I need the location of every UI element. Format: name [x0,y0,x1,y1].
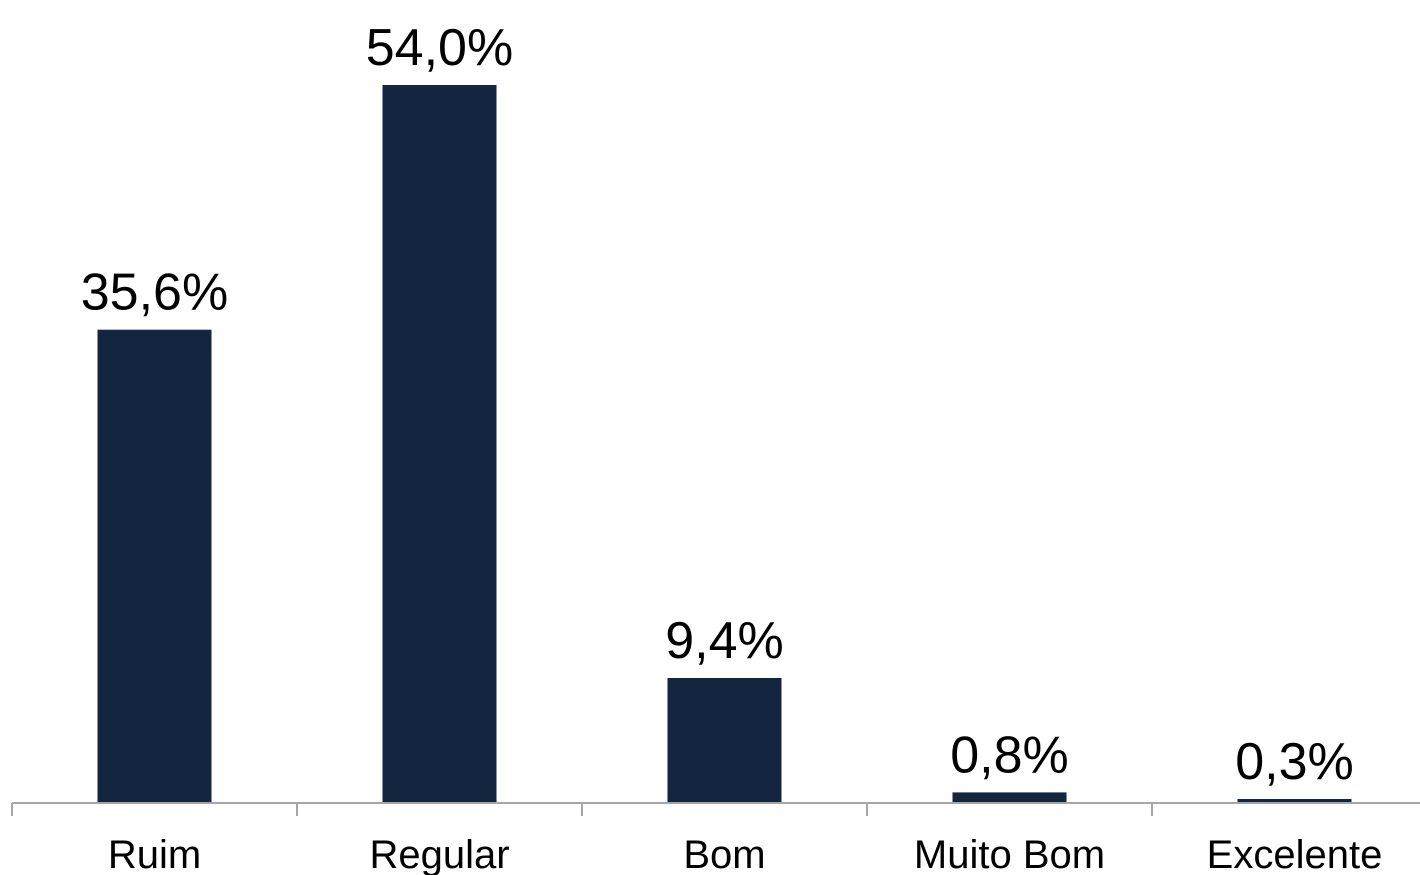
x-axis [11,802,1420,816]
category-label-ruim: Ruim [108,833,201,875]
category-labels-group: Ruim Regular Bom Muito Bom Excelente [108,833,1383,875]
bar-muito-bom [952,792,1067,803]
category-label-regular: Regular [369,833,509,875]
value-label-muito-bom: 0,8% [950,726,1069,784]
value-label-ruim: 35,6% [81,264,228,322]
category-label-bom: Bom [683,833,765,875]
bar-excelente [1237,799,1352,803]
category-label-excelente: Excelente [1207,833,1383,875]
value-label-regular: 54,0% [366,19,513,77]
bar-bom [667,678,782,803]
value-label-excelente: 0,3% [1235,733,1354,791]
value-labels-group: 35,6% 54,0% 9,4% 0,8% 0,3% [81,19,1354,791]
category-label-muito-bom: Muito Bom [914,833,1105,875]
bar-ruim [97,329,212,803]
value-label-bom: 9,4% [665,612,784,670]
bar-regular [382,85,497,803]
bars-group [97,85,1352,803]
